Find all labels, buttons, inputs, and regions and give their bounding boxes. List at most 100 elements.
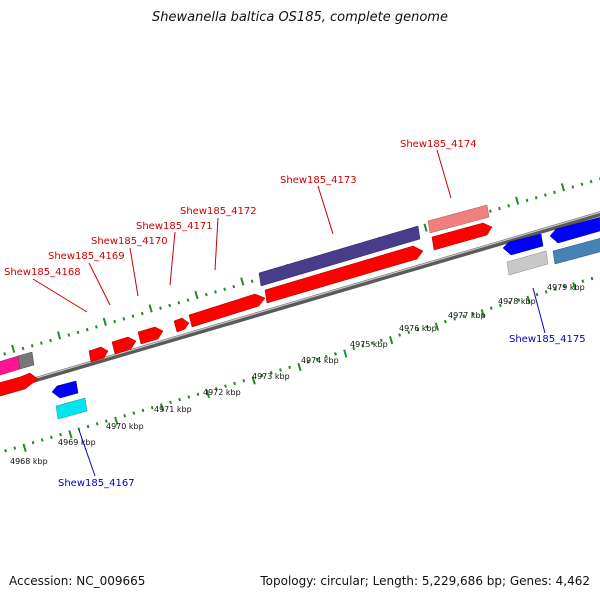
minor-tick [250,279,254,283]
major-tick [159,403,165,412]
scale-label-4973: 4973 kbp [252,372,290,381]
gene-label-shew185-4171[interactable]: Shew185_4171 [136,221,213,232]
major-tick [480,309,485,318]
minor-tick [178,397,182,402]
minor-tick [488,209,492,213]
minor-tick [30,344,34,348]
scale-label-4977: 4977 kbp [448,311,486,320]
major-tick [240,277,245,286]
major-tick [343,349,348,358]
gene-arrow-lightgrey[interactable] [506,250,549,276]
minor-tick [196,392,200,396]
minor-tick [168,303,172,308]
minor-tick [315,357,319,361]
gene-arrow-cyan[interactable] [55,397,88,420]
scale-label-4976: 4976 kbp [399,324,437,333]
minor-tick [581,279,585,283]
gene-arrow-blue-right[interactable] [549,216,600,244]
gene-arrow-shew185-4167[interactable] [51,380,79,399]
gene-arrow-red[interactable] [0,372,39,397]
gene-arrow-pink[interactable] [0,355,21,376]
minor-tick [67,333,71,337]
minor-tick [4,449,7,453]
gene-arrow-shew185-4168[interactable] [88,346,109,363]
major-tick [560,183,566,192]
gene-arrow-red-right[interactable] [431,222,493,251]
lower-scale-ticks [4,274,600,453]
minor-tick [453,317,456,321]
major-tick [22,443,27,452]
gene-arrow-steel[interactable] [552,237,600,265]
scale-label-4978: 4978 kbp [498,297,536,306]
gene-label-shew185-4170[interactable]: Shew185_4170 [91,236,168,247]
minor-tick [416,327,420,332]
gene-arrow-red-long[interactable] [264,245,424,304]
minor-tick [3,352,7,356]
gene-labels: Shew185_4168 Shew185_4169 Shew185_4170 S… [4,139,586,489]
minor-tick [224,384,227,388]
scale-label-4969: 4969 kbp [58,438,96,447]
minor-tick [242,379,246,383]
gene-arrow-shew185-4175[interactable] [502,233,544,256]
gene-label-shew185-4168[interactable]: Shew185_4168 [4,267,81,278]
minor-tick [370,341,374,345]
forward-strand-genes [0,204,493,397]
minor-tick [40,438,44,442]
gene-arrow-shew185-4174[interactable] [427,204,490,234]
minor-tick [113,319,117,324]
minor-tick [361,344,365,348]
scale-label-4979: 4979 kbp [547,283,585,292]
gene-label-shew185-4169[interactable]: Shew185_4169 [48,251,125,262]
accession-text: Accession: NC_009665 [9,574,146,588]
scale-label-4968: 4968 kbp [10,457,48,466]
minor-tick [553,287,557,291]
gene-label-shew185-4175[interactable]: Shew185_4175 [509,334,586,345]
map-title: Shewanella baltica OS185, complete genom… [152,10,448,25]
scale-label-4971: 4971 kbp [154,405,192,414]
scale-label-4974: 4974 kbp [301,356,339,365]
minor-tick [131,314,135,318]
minor-tick [187,395,191,399]
minor-tick [95,422,99,426]
minor-tick [498,206,501,211]
minor-tick [407,330,411,335]
gene-arrow-shew185-4169[interactable] [111,336,137,355]
major-tick [515,196,520,205]
minor-tick [571,185,575,189]
minor-tick [141,408,145,413]
gene-arrow-shew185-4171[interactable] [173,317,190,333]
minor-tick [508,300,511,305]
minor-tick [534,196,538,200]
major-tick [434,322,440,331]
gene-arrow-shew185-4172[interactable] [188,293,266,328]
gene-label-shew185-4172[interactable]: Shew185_4172 [180,206,257,217]
minor-tick [498,303,502,308]
minor-tick [76,330,80,335]
gene-label-shew185-4174[interactable]: Shew185_4174 [400,139,477,150]
major-tick [297,362,302,372]
label-leader-lines [32,149,546,477]
gene-label-shew185-4167[interactable]: Shew185_4167 [58,478,135,489]
minor-tick [334,352,337,356]
major-tick [423,223,428,232]
minor-tick [59,432,62,437]
minor-tick [122,317,126,321]
minor-tick [49,338,52,343]
minor-tick [50,435,53,440]
minor-tick [517,298,521,302]
minor-tick [288,365,292,370]
gene-arrow-grey[interactable] [17,351,35,370]
minor-tick [94,325,98,329]
minor-tick [150,405,154,410]
genome-summary-text: Topology: circular; Length: 5,229,686 bp… [260,574,590,588]
major-tick [68,430,73,439]
gene-arrow-shew185-4173[interactable] [258,225,421,287]
minor-tick [279,368,282,372]
gene-label-shew185-4173[interactable]: Shew185_4173 [280,175,357,186]
scale-labels: 4968 kbp 4969 kbp 4970 kbp 4971 kbp 4972… [10,283,585,466]
genome-backbone [0,211,600,393]
gene-arrow-shew185-4170[interactable] [137,326,164,345]
minor-tick [589,179,593,184]
